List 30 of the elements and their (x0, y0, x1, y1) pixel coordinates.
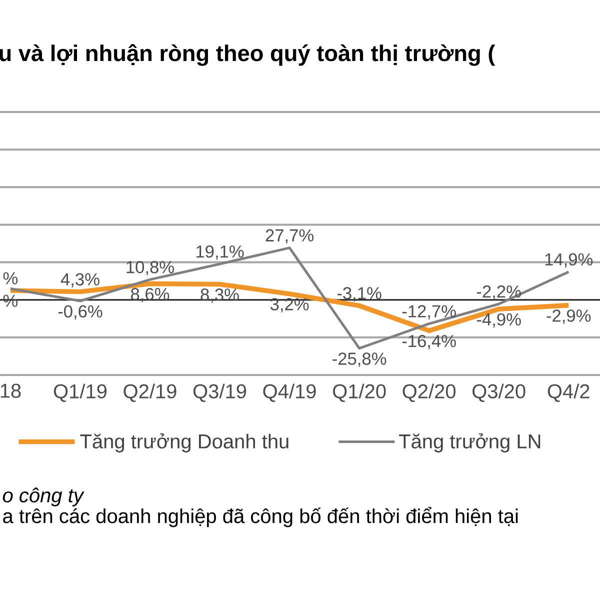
data-label: 4,3% (60, 273, 100, 288)
data-label: -4,9% (476, 313, 521, 328)
x-tick-label: Q2/19 (124, 384, 176, 402)
legend-label: Tăng trưởng Doanh thu (80, 433, 288, 452)
x-tick-label: Q1/20 (333, 384, 386, 402)
x-tick-label: Q1/19 (54, 384, 107, 402)
legend-label: Tăng trưởng LN (399, 433, 540, 452)
data-label: 19,1% (196, 245, 244, 260)
text: o công ty (2, 488, 84, 506)
data-label: 8,6% (131, 288, 170, 302)
data-label: -25,8% (332, 352, 386, 367)
data-label: % (3, 272, 18, 284)
data-label: -0,6% (58, 305, 102, 320)
data-label: -2,9% (546, 310, 591, 324)
x-tick-label: Q2/20 (402, 384, 456, 402)
data-label: -16,4% (402, 334, 456, 350)
data-label: 14,9% (545, 253, 593, 268)
text: a trên các doanh nghiệp đã công bố đến thời điểm hiện tại (3, 506, 518, 528)
x-tick-label: Q3/20 (472, 384, 526, 402)
data-label: 3,2% (270, 298, 309, 312)
x-tick-label: Q4/2 (548, 384, 590, 402)
x-tick-label: 18 (0, 384, 21, 398)
data-label: -3,1% (337, 287, 382, 302)
x-tick-label: Q4/19 (263, 384, 316, 402)
data-label: -12,7% (402, 305, 456, 320)
data-label: -2,2% (476, 285, 521, 300)
data-label: 27,7% (266, 229, 314, 244)
x-tick-label: Q3/19 (193, 384, 246, 402)
data-label: 10,8% (126, 260, 174, 276)
chart-title: u và lợi nhuận ròng theo quý toàn thị trường ( (0, 44, 496, 66)
